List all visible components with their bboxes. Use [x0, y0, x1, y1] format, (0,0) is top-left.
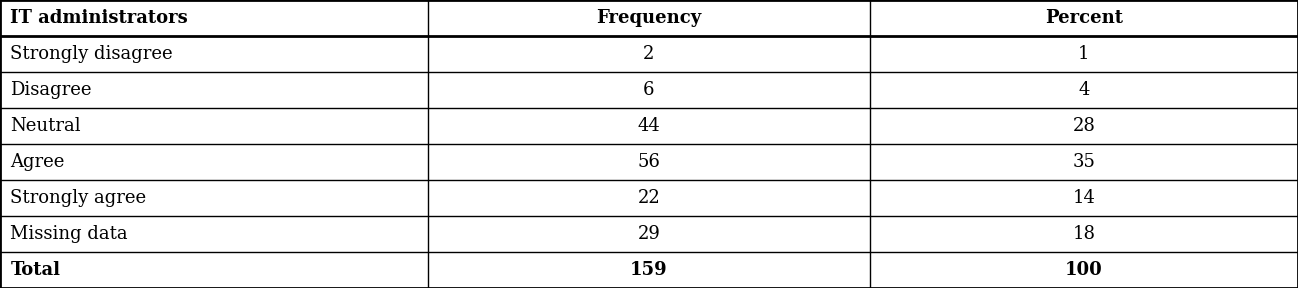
Text: 159: 159 — [631, 261, 667, 279]
Text: Strongly disagree: Strongly disagree — [10, 45, 173, 63]
Text: Disagree: Disagree — [10, 81, 92, 99]
Text: 1: 1 — [1079, 45, 1089, 63]
Text: 29: 29 — [637, 225, 661, 243]
Text: Strongly agree: Strongly agree — [10, 189, 147, 207]
Text: Missing data: Missing data — [10, 225, 129, 243]
Text: 6: 6 — [644, 81, 654, 99]
Text: Frequency: Frequency — [596, 9, 702, 27]
Text: 56: 56 — [637, 153, 661, 171]
Text: 35: 35 — [1072, 153, 1096, 171]
Text: 100: 100 — [1064, 261, 1103, 279]
Text: 28: 28 — [1072, 117, 1096, 135]
Text: IT administrators: IT administrators — [10, 9, 188, 27]
Text: 14: 14 — [1072, 189, 1096, 207]
Text: Total: Total — [10, 261, 61, 279]
Text: 22: 22 — [637, 189, 661, 207]
Text: 2: 2 — [644, 45, 654, 63]
Text: 4: 4 — [1079, 81, 1089, 99]
Text: Agree: Agree — [10, 153, 65, 171]
Text: Percent: Percent — [1045, 9, 1123, 27]
Text: 44: 44 — [637, 117, 661, 135]
Text: Neutral: Neutral — [10, 117, 80, 135]
Text: 18: 18 — [1072, 225, 1096, 243]
